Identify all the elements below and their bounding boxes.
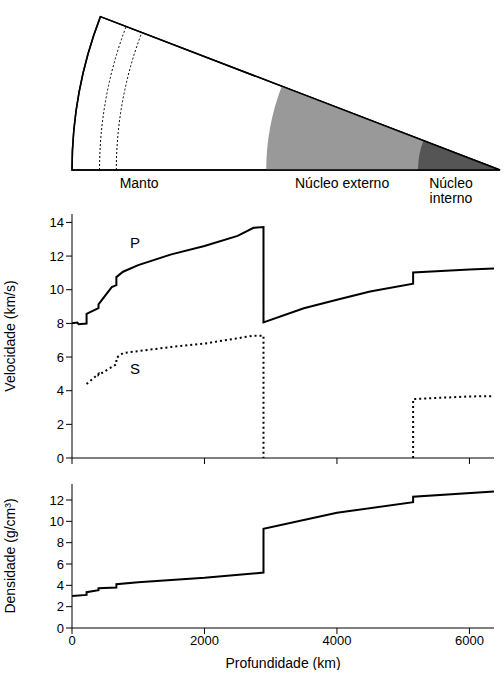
svg-text:Núcleo externo: Núcleo externo <box>295 175 389 191</box>
svg-text:Profundidade (km): Profundidade (km) <box>225 655 340 670</box>
svg-text:8: 8 <box>57 535 64 550</box>
svg-text:Núcleointerno: Núcleointerno <box>429 175 473 206</box>
svg-text:S: S <box>130 360 140 377</box>
svg-text:Velocidade (km/s): Velocidade (km/s) <box>2 280 18 391</box>
svg-text:0: 0 <box>57 621 64 636</box>
svg-text:4: 4 <box>57 578 64 593</box>
svg-text:Manto: Manto <box>120 175 159 191</box>
svg-text:2: 2 <box>57 599 64 614</box>
svg-text:2000: 2000 <box>190 633 219 648</box>
svg-text:10: 10 <box>50 282 64 297</box>
svg-text:10: 10 <box>50 514 64 529</box>
svg-text:4: 4 <box>57 383 64 398</box>
svg-text:Densidade (g/cm³): Densidade (g/cm³) <box>2 498 18 613</box>
svg-text:8: 8 <box>57 316 64 331</box>
svg-text:0: 0 <box>68 633 75 648</box>
svg-text:6: 6 <box>57 350 64 365</box>
svg-text:P: P <box>130 234 140 251</box>
svg-text:12: 12 <box>50 493 64 508</box>
svg-text:6: 6 <box>57 557 64 572</box>
svg-text:2: 2 <box>57 417 64 432</box>
svg-text:6000: 6000 <box>455 633 484 648</box>
svg-text:0: 0 <box>57 451 64 466</box>
svg-text:14: 14 <box>50 215 64 230</box>
svg-text:4000: 4000 <box>322 633 351 648</box>
svg-text:12: 12 <box>50 249 64 264</box>
